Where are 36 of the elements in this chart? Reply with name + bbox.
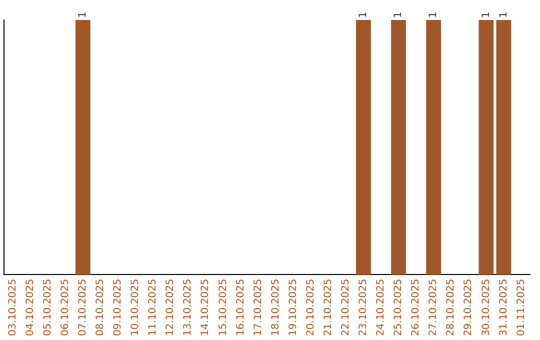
x-tick-label: 26.10.2025 [410,278,422,336]
data-label: 1 [480,12,492,18]
x-tick-label: 08.10.2025 [95,278,106,336]
x-tick-label: 13.10.2025 [182,278,194,336]
x-tick-label: 18.10.2025 [270,278,282,336]
x-tick-label: 25.10.2025 [393,278,404,336]
x-tick-label: 21.10.2025 [322,278,334,336]
x-tick-label: 09.10.2025 [112,278,124,336]
data-label: 1 [77,12,88,18]
x-tick-label: 05.10.2025 [42,278,54,336]
x-tick-label: 17.10.2025 [252,278,264,336]
data-label: 1 [358,12,370,18]
x-tick-label: 14.10.2025 [200,278,212,336]
x-tick-label: 04.10.2025 [24,278,36,336]
data-label: 1 [393,12,404,18]
x-tick-label: 27.10.2025 [428,278,440,336]
x-tick-label: 22.10.2025 [340,278,352,336]
x-tick-label: 01.11.2025 [516,278,527,336]
x-tick-label: 11.10.2025 [148,278,159,336]
x-tick-label: 16.10.2025 [235,278,246,336]
data-label: 1 [498,12,510,18]
x-tick-label: 15.10.2025 [218,278,229,336]
x-tick-label: 28.10.2025 [446,278,457,336]
x-tick-label: 30.10.2025 [480,278,492,336]
x-tick-label: 24.10.2025 [376,278,387,336]
x-tick-label: 23.10.2025 [358,278,370,336]
x-tick-label: 10.10.2025 [130,278,142,336]
x-tick-label: 07.10.2025 [77,278,88,336]
x-tick-label: 12.10.2025 [165,278,176,336]
x-tick-label: 19.10.2025 [288,278,299,336]
data-label: 1 [428,12,440,18]
x-tick-label: 20.10.2025 [305,278,316,336]
x-tick-label: 29.10.2025 [463,278,474,336]
x-tick-label: 06.10.2025 [60,278,71,336]
x-tick-label: 31.10.2025 [498,278,510,336]
x-tick-label: 03.10.2025 [7,278,18,336]
